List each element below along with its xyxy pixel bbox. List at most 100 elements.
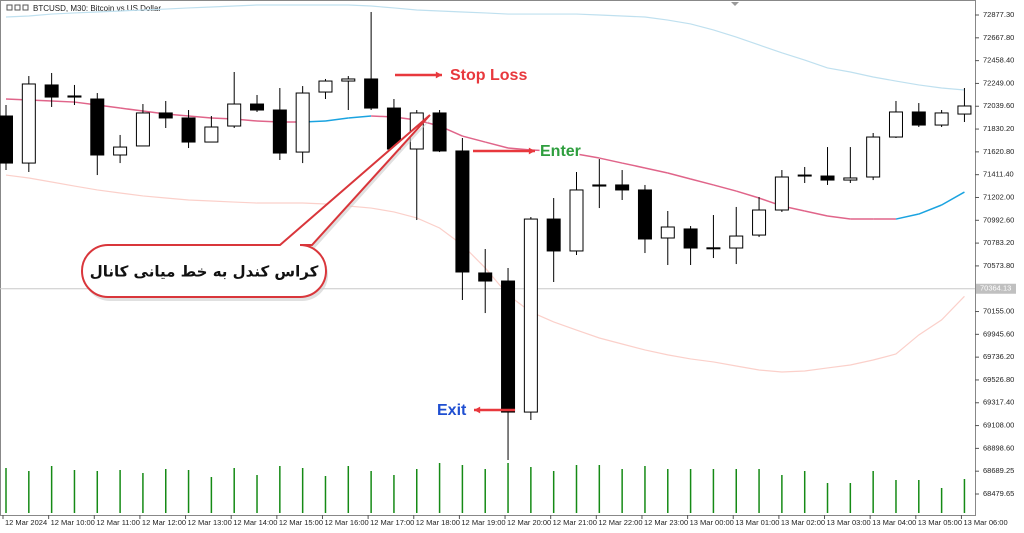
band-middle bbox=[918, 204, 942, 215]
candle-body bbox=[478, 272, 493, 282]
candle-body bbox=[341, 78, 356, 82]
band-middle bbox=[120, 107, 144, 112]
y-tick-label: 72877.30 bbox=[983, 10, 1014, 19]
candle-body bbox=[295, 92, 310, 153]
candle-body bbox=[135, 112, 150, 147]
y-tick-label: 69108.00 bbox=[983, 421, 1014, 430]
band-middle bbox=[713, 184, 737, 192]
y-tick-label: 68479.65 bbox=[983, 489, 1014, 498]
x-tick-label: 13 Mar 06:00 bbox=[963, 518, 1007, 527]
candle-body bbox=[67, 95, 82, 98]
candle-body bbox=[272, 109, 287, 154]
x-tick-label: 12 Mar 19:00 bbox=[461, 518, 505, 527]
scroll-marker bbox=[731, 2, 739, 6]
band-middle bbox=[599, 157, 623, 164]
candle-body bbox=[706, 247, 721, 250]
candle-body bbox=[660, 226, 675, 239]
y-tick-label: 72667.80 bbox=[983, 33, 1014, 42]
candle-body bbox=[569, 189, 584, 252]
y-tick-label: 72249.00 bbox=[983, 78, 1014, 87]
band-middle bbox=[736, 190, 760, 199]
candle-body bbox=[820, 175, 835, 181]
candle-body bbox=[227, 103, 242, 127]
y-tick-label: 68689.25 bbox=[983, 466, 1014, 475]
x-tick-label: 12 Mar 14:00 bbox=[233, 518, 277, 527]
x-tick-label: 12 Mar 22:00 bbox=[598, 518, 642, 527]
x-tick-label: 13 Mar 02:00 bbox=[781, 518, 825, 527]
x-tick-label: 12 Mar 18:00 bbox=[416, 518, 460, 527]
y-tick-label: 71830.20 bbox=[983, 124, 1014, 133]
candle-body bbox=[158, 112, 173, 119]
band-upper bbox=[5, 4, 965, 91]
y-tick-label: 69736.20 bbox=[983, 352, 1014, 361]
candle-body bbox=[934, 112, 949, 126]
band-middle bbox=[621, 162, 646, 169]
candle-body bbox=[204, 126, 219, 143]
candle-body bbox=[843, 177, 858, 181]
icon bbox=[22, 4, 29, 11]
current-price-box bbox=[976, 283, 1016, 294]
y-tick-label: 70573.80 bbox=[983, 261, 1014, 270]
x-tick-label: 12 Mar 21:00 bbox=[553, 518, 597, 527]
callout-text: کراس کندل به خط میانی کانال bbox=[90, 263, 319, 281]
candle-body bbox=[0, 115, 13, 164]
candle-body bbox=[866, 136, 881, 178]
callout-bubble bbox=[81, 114, 431, 298]
y-tick-label: 69317.40 bbox=[983, 398, 1014, 407]
band-middle bbox=[941, 191, 965, 206]
candle-body bbox=[90, 98, 105, 156]
candle-body bbox=[455, 150, 470, 273]
candle-body bbox=[318, 80, 333, 93]
band-middle bbox=[895, 213, 919, 220]
icon bbox=[14, 4, 21, 11]
current-price-label: 70364.13 bbox=[980, 284, 1011, 293]
band-middle bbox=[462, 135, 486, 143]
band-middle bbox=[188, 115, 212, 119]
x-tick-label: 12 Mar 2024 bbox=[5, 518, 47, 527]
candle-body bbox=[752, 209, 767, 236]
candle-body bbox=[957, 105, 972, 115]
y-tick-label: 72039.60 bbox=[983, 101, 1014, 110]
stop-loss-label: Stop Loss bbox=[450, 67, 527, 84]
band-middle bbox=[667, 172, 691, 180]
band-middle bbox=[553, 150, 577, 155]
candle-body bbox=[113, 146, 128, 156]
candle-body bbox=[250, 103, 265, 111]
band-middle bbox=[690, 178, 714, 186]
y-tick-label: 69526.80 bbox=[983, 375, 1014, 384]
x-tick-label: 12 Mar 13:00 bbox=[188, 518, 232, 527]
exit-label: Exit bbox=[437, 402, 467, 419]
x-tick-label: 13 Mar 04:00 bbox=[872, 518, 916, 527]
x-tick-label: 12 Mar 20:00 bbox=[507, 518, 551, 527]
enter-arrow-head bbox=[528, 147, 535, 155]
y-tick-label: 68898.60 bbox=[983, 443, 1014, 452]
candle-body bbox=[615, 184, 630, 191]
candle-body bbox=[44, 84, 59, 98]
y-tick-label: 69945.60 bbox=[983, 329, 1014, 338]
y-tick-label: 71202.00 bbox=[983, 192, 1014, 201]
band-middle bbox=[804, 210, 828, 217]
candle-body bbox=[523, 218, 538, 413]
candle-body bbox=[637, 189, 652, 240]
candle-body bbox=[888, 111, 903, 138]
x-tick-label: 12 Mar 23:00 bbox=[644, 518, 688, 527]
candle-body bbox=[729, 235, 744, 249]
candle-body bbox=[911, 111, 926, 126]
x-tick-label: 12 Mar 16:00 bbox=[324, 518, 368, 527]
candle-body bbox=[432, 112, 447, 152]
band-middle bbox=[51, 100, 75, 103]
x-tick-label: 13 Mar 05:00 bbox=[918, 518, 962, 527]
x-tick-label: 12 Mar 11:00 bbox=[96, 518, 140, 527]
icon bbox=[6, 4, 13, 11]
candle-body bbox=[364, 78, 379, 109]
x-tick-label: 13 Mar 03:00 bbox=[827, 518, 871, 527]
x-tick-label: 12 Mar 17:00 bbox=[370, 518, 414, 527]
x-tick-label: 12 Mar 10:00 bbox=[51, 518, 95, 527]
chart-title: BTCUSD, M30: Bitcoin vs US Dollar bbox=[33, 4, 161, 13]
candle-body bbox=[683, 228, 698, 249]
y-tick-label: 70155.00 bbox=[983, 307, 1014, 316]
exit-arrow-head bbox=[474, 406, 481, 414]
candle-body bbox=[797, 174, 812, 177]
band-middle bbox=[485, 141, 509, 149]
band-middle bbox=[507, 147, 531, 151]
